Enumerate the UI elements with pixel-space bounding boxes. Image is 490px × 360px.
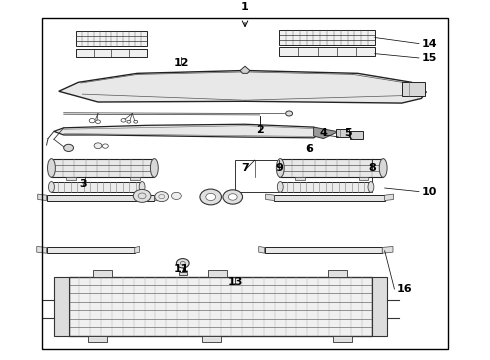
Ellipse shape [150, 159, 158, 177]
Text: 6: 6 [305, 144, 313, 154]
Ellipse shape [277, 181, 283, 192]
Text: 14: 14 [421, 39, 437, 49]
Text: 9: 9 [275, 163, 283, 173]
Polygon shape [54, 124, 323, 138]
Bar [336, 129, 349, 137]
Circle shape [94, 143, 102, 149]
Bar [279, 30, 375, 45]
Bar [280, 181, 371, 192]
Circle shape [133, 189, 151, 202]
Bar [235, 160, 372, 192]
Bar [179, 272, 187, 275]
Bar [333, 336, 352, 342]
Bar [54, 276, 69, 336]
Text: 5: 5 [344, 128, 352, 138]
Polygon shape [59, 71, 426, 103]
Text: 2: 2 [256, 125, 264, 135]
Ellipse shape [48, 159, 55, 177]
Bar [42, 18, 448, 349]
Circle shape [228, 194, 237, 200]
Circle shape [223, 190, 243, 204]
Polygon shape [135, 246, 140, 253]
Circle shape [64, 144, 74, 152]
Polygon shape [130, 177, 140, 180]
Polygon shape [295, 177, 305, 180]
Polygon shape [154, 194, 163, 201]
Bar [265, 247, 382, 253]
Text: 13: 13 [227, 277, 243, 287]
Circle shape [206, 193, 216, 201]
Polygon shape [240, 66, 250, 73]
Text: 3: 3 [79, 179, 87, 189]
Polygon shape [37, 246, 47, 253]
Circle shape [200, 189, 221, 205]
Text: 4: 4 [319, 128, 327, 138]
Text: 10: 10 [421, 186, 437, 197]
Bar [372, 276, 387, 336]
Bar [76, 49, 147, 57]
Polygon shape [66, 177, 76, 180]
Ellipse shape [368, 181, 374, 192]
Circle shape [155, 192, 169, 202]
Ellipse shape [49, 181, 54, 192]
Polygon shape [38, 194, 47, 201]
Text: 12: 12 [173, 58, 189, 68]
Bar [350, 131, 363, 139]
Text: 15: 15 [421, 53, 437, 63]
Polygon shape [382, 246, 393, 253]
Bar [93, 270, 112, 276]
Ellipse shape [276, 159, 284, 177]
Bar [402, 82, 425, 96]
Bar [51, 181, 142, 192]
Bar [76, 31, 147, 46]
Polygon shape [359, 177, 368, 180]
Bar [47, 195, 154, 201]
Text: 16: 16 [397, 284, 413, 294]
Bar [279, 47, 375, 56]
Bar [69, 276, 372, 336]
Bar [274, 195, 385, 201]
Bar [51, 159, 154, 177]
Polygon shape [266, 194, 274, 201]
Ellipse shape [379, 159, 387, 177]
Bar [47, 247, 135, 253]
Polygon shape [314, 127, 338, 139]
Bar [208, 270, 227, 276]
Text: 7: 7 [241, 163, 249, 173]
Text: 1: 1 [241, 3, 249, 13]
Bar [202, 336, 221, 342]
Ellipse shape [139, 181, 145, 192]
Circle shape [286, 111, 293, 116]
Bar [328, 270, 347, 276]
Circle shape [176, 258, 189, 268]
Polygon shape [385, 194, 393, 201]
Bar [280, 159, 383, 177]
Text: 8: 8 [368, 163, 376, 173]
Polygon shape [259, 246, 265, 253]
Text: 11: 11 [173, 264, 189, 274]
Circle shape [172, 192, 181, 199]
Bar [88, 336, 107, 342]
